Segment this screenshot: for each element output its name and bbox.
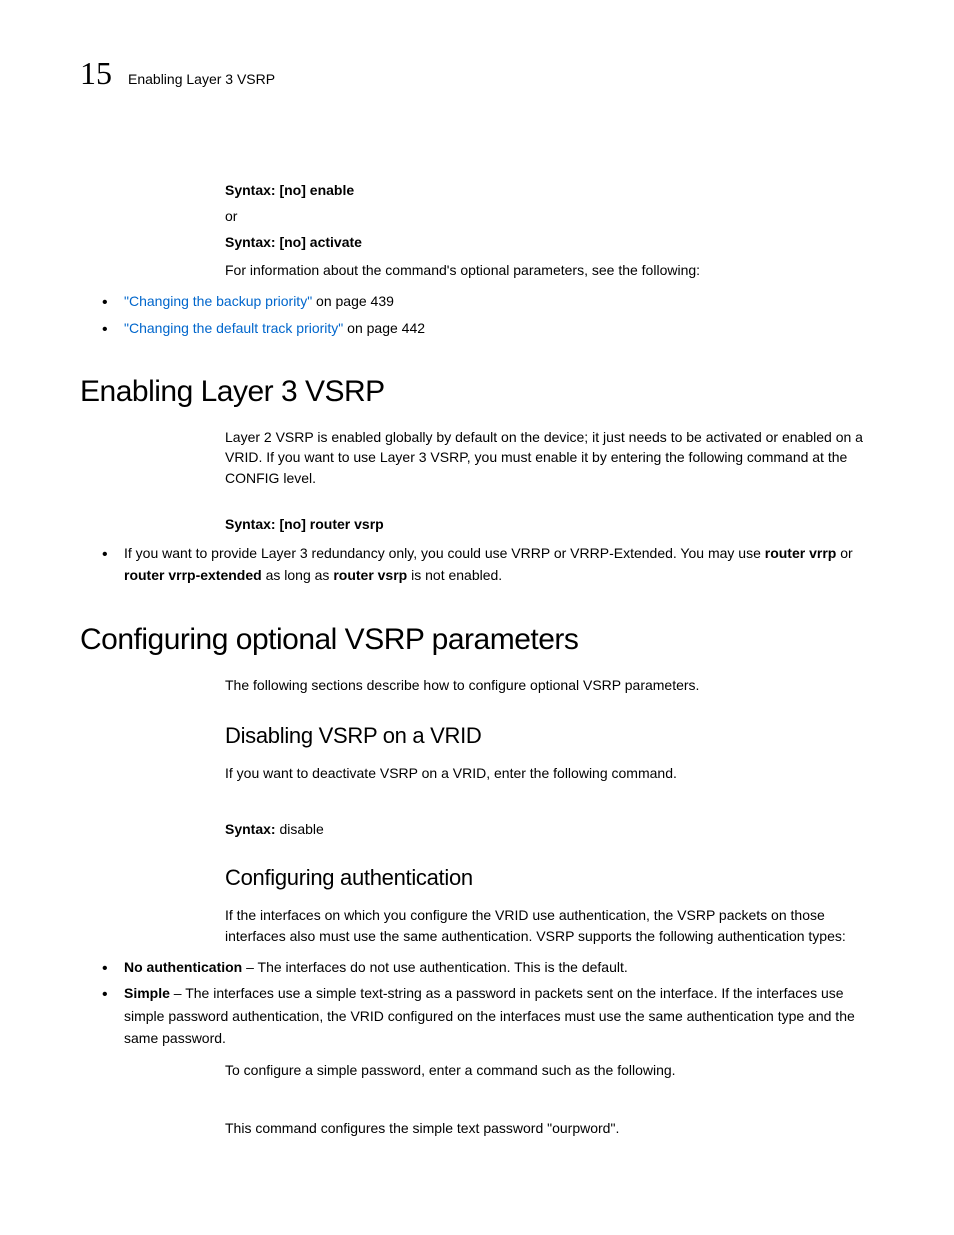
bullet-text: – The interfaces do not use authenticati…	[242, 959, 628, 975]
top-bullets: "Changing the backup priority" on page 4…	[102, 290, 874, 339]
syntax-enable: Syntax: [no] enable	[225, 182, 874, 198]
sub1-para1: If you want to deactivate VSRP on a VRID…	[225, 763, 874, 783]
bullet-bold: Simple	[124, 985, 170, 1001]
cross-ref-link[interactable]: "Changing the default track priority"	[124, 320, 343, 336]
list-item: If you want to provide Layer 3 redundanc…	[102, 542, 874, 587]
section-heading-enabling: Enabling Layer 3 VSRP	[80, 375, 874, 409]
bullet-bold: No authentication	[124, 959, 242, 975]
syntax-body: [no] enable	[276, 182, 355, 198]
sub2-para2: To configure a simple password, enter a …	[225, 1060, 874, 1080]
top-para: For information about the command's opti…	[225, 260, 874, 280]
syntax-label: Syntax:	[225, 821, 276, 837]
page-header: 15 Enabling Layer 3 VSRP	[80, 55, 874, 92]
bullet-text: is not enabled.	[407, 567, 502, 583]
or-text: or	[225, 208, 874, 224]
list-item: "Changing the default track priority" on…	[102, 317, 874, 339]
bullet-text: – The interfaces use a simple text-strin…	[124, 985, 855, 1046]
bullet-bold: router vsrp	[333, 567, 407, 583]
section2-para1: The following sections describe how to c…	[225, 675, 874, 695]
list-item: Simple – The interfaces use a simple tex…	[102, 982, 874, 1049]
sub2-para1: If the interfaces on which you configure…	[225, 905, 874, 946]
bullet-text: as long as	[262, 567, 334, 583]
sub-heading-auth: Configuring authentication	[225, 865, 874, 891]
bullet-text: or	[836, 545, 852, 561]
syntax-activate: Syntax: [no] activate	[225, 234, 874, 250]
sub2-para3: This command configures the simple text …	[225, 1118, 874, 1138]
link-suffix: on page 442	[343, 320, 425, 336]
cross-ref-link[interactable]: "Changing the backup priority"	[124, 293, 312, 309]
link-suffix: on page 439	[312, 293, 394, 309]
section-heading-configuring: Configuring optional VSRP parameters	[80, 623, 874, 657]
syntax-body: [no] activate	[276, 234, 362, 250]
syntax-disable: Syntax: disable	[225, 821, 874, 837]
bullet-text: If you want to provide Layer 3 redundanc…	[124, 545, 765, 561]
list-item: "Changing the backup priority" on page 4…	[102, 290, 874, 312]
auth-bullets: No authentication – The interfaces do no…	[102, 956, 874, 1050]
section1-bullets: If you want to provide Layer 3 redundanc…	[102, 542, 874, 587]
syntax-label: Syntax:	[225, 234, 276, 250]
syntax-body: [no] router vsrp	[276, 516, 384, 532]
bullet-bold: router vrrp-extended	[124, 567, 262, 583]
top-syntax-block: Syntax: [no] enable or Syntax: [no] acti…	[225, 182, 874, 250]
syntax-label: Syntax:	[225, 182, 276, 198]
section1-para1: Layer 2 VSRP is enabled globally by defa…	[225, 427, 874, 488]
bullet-bold: router vrrp	[765, 545, 837, 561]
running-title: Enabling Layer 3 VSRP	[128, 71, 275, 87]
page-number: 15	[80, 55, 112, 92]
syntax-router-vsrp: Syntax: [no] router vsrp	[225, 516, 874, 532]
list-item: No authentication – The interfaces do no…	[102, 956, 874, 978]
syntax-label: Syntax:	[225, 516, 276, 532]
sub-heading-disabling: Disabling VSRP on a VRID	[225, 723, 874, 749]
syntax-body: disable	[276, 821, 324, 837]
